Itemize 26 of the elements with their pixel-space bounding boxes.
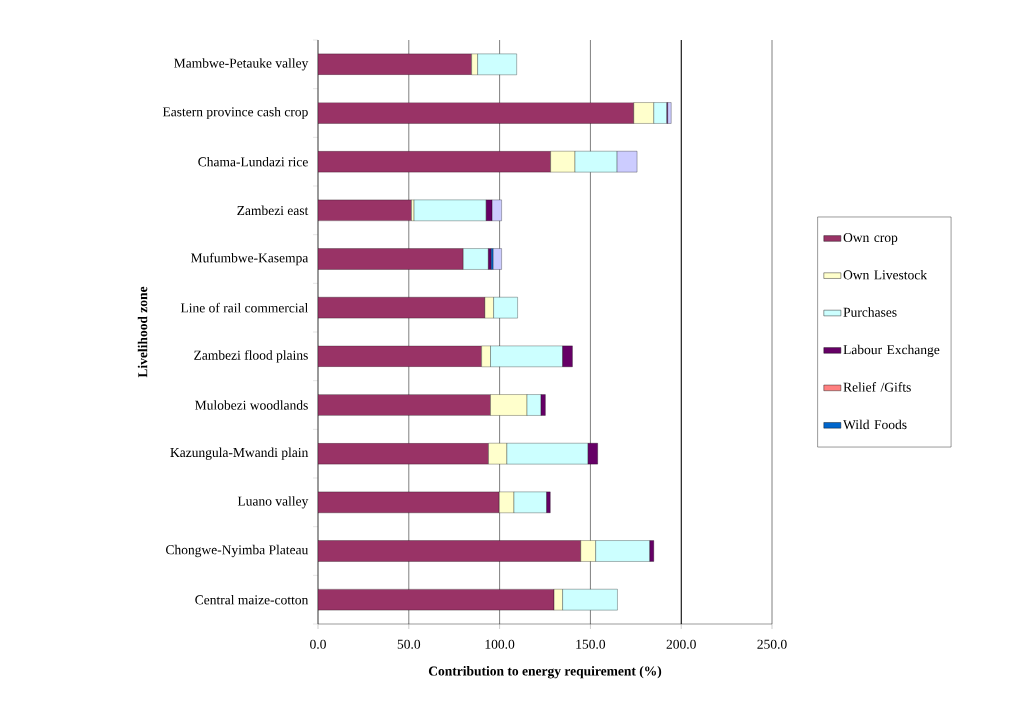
y-axis-title: Livelihood zone	[137, 286, 148, 378]
y-tick-label: Line of rail commercial	[180, 302, 309, 313]
legend-label: Own Livestock	[843, 269, 928, 280]
y-tick-label: Eastern province cash crop	[162, 106, 308, 120]
y-tick-label: Luano valley	[237, 496, 309, 509]
x-axis-title: Contribution to energy requirement (%)	[428, 666, 662, 679]
x-tick-label: 0.0	[310, 639, 326, 649]
y-tick-label: Central maize-cotton	[195, 594, 309, 605]
x-tick-label: 250.0	[757, 639, 787, 649]
legend-label: Purchases	[843, 307, 897, 317]
legend-label: Relief /Gifts	[843, 382, 911, 392]
legend-label: Own crop	[843, 232, 898, 245]
y-tick-label: Mambwe-Petauke valley	[174, 58, 309, 71]
y-tick-label: Zambezi flood plains	[194, 350, 308, 363]
y-tick-label: Chama-Lundazi rice	[198, 156, 308, 167]
y-tick-label: Kazungula-Mwandi plain	[170, 447, 309, 460]
x-tick-label: 50.0	[397, 639, 421, 649]
y-tick-label: Zambezi east	[237, 205, 309, 216]
x-tick-label: 200.0	[666, 639, 696, 649]
y-tick-label: Chongwe-Nyimba Plateau	[166, 544, 309, 558]
y-tick-label: Mufumbwe-Kasempa	[190, 252, 309, 266]
legend-label: Wild Foods	[843, 419, 907, 430]
legend-label: Labour Exchange	[843, 344, 940, 358]
x-tick-label: 100.0	[485, 639, 515, 649]
y-tick-label: Mulobezi woodlands	[195, 400, 308, 410]
x-tick-label: 150.0	[576, 639, 606, 649]
